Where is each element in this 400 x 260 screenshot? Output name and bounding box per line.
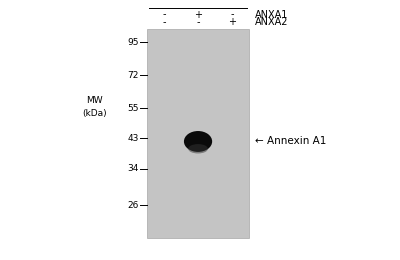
Text: -: - (162, 10, 166, 20)
Ellipse shape (188, 144, 208, 153)
Text: ANXA2: ANXA2 (255, 17, 288, 27)
Bar (147, 29, 249, 238)
Text: 43: 43 (127, 134, 138, 143)
Text: -: - (162, 17, 166, 27)
Ellipse shape (184, 131, 212, 152)
Text: +: + (194, 10, 202, 20)
Text: +: + (228, 17, 236, 27)
Text: MW: MW (86, 96, 102, 105)
Text: 34: 34 (127, 164, 138, 173)
Text: -: - (196, 17, 200, 27)
Text: 95: 95 (127, 38, 138, 47)
Text: (kDa): (kDa) (82, 109, 106, 118)
Text: -: - (230, 10, 234, 20)
Text: ← Annexin A1: ← Annexin A1 (255, 136, 326, 146)
Text: ANXA1: ANXA1 (255, 10, 288, 20)
Text: 72: 72 (127, 71, 138, 80)
Text: 26: 26 (127, 201, 138, 210)
Text: 55: 55 (127, 104, 138, 113)
Text: 293T: 293T (184, 0, 212, 1)
